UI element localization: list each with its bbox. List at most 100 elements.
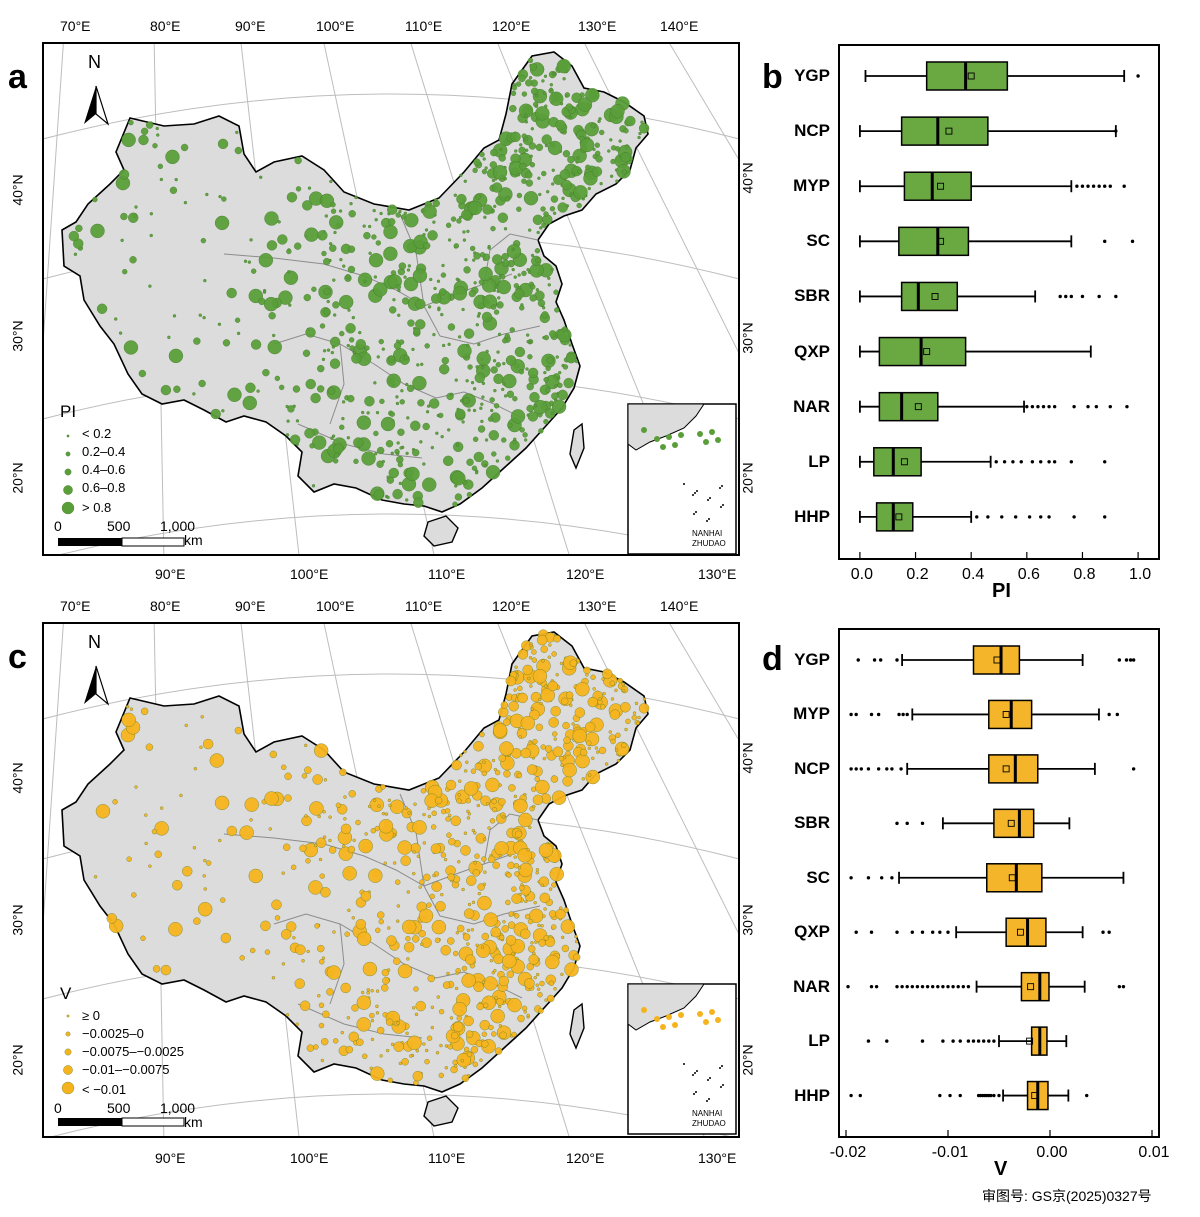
map-c-site-dot [548, 643, 552, 647]
boxplot-b-outlier-point [1002, 460, 1007, 464]
map-c-site-dot [126, 856, 132, 862]
map-a-site-dot [535, 94, 539, 98]
map-a-site-dot [323, 308, 331, 316]
map-c-site-dot [456, 1053, 471, 1068]
map-a-site-dot [556, 59, 571, 74]
map-c-site-dot [281, 764, 287, 770]
map-a-site-dot [389, 411, 395, 417]
map-a-site-dot [395, 212, 401, 218]
map-a-site-dot [339, 424, 345, 430]
boxplot-d-outlier-point [905, 712, 909, 717]
map-a-site-dot [535, 257, 541, 263]
map-c-site-dot [387, 798, 392, 803]
map-c-site-dot [537, 992, 543, 998]
map-a-inset-island [692, 494, 694, 496]
map-a-site-dot [488, 430, 499, 441]
map-a-lon-top-110: 110°E [405, 18, 443, 34]
map-c-site-dot [418, 908, 434, 923]
boxplot-d-iqr-box [972, 645, 1021, 675]
map-a-site-dot [591, 166, 603, 177]
map-c-site-dot [450, 815, 461, 826]
map-a-site-dot [472, 387, 477, 391]
boxplot-b-box-sbr [859, 281, 1118, 312]
map-a-site-dot [599, 129, 605, 136]
map-c-site-dot [239, 955, 245, 961]
map-a-site-dot [247, 260, 252, 264]
map-c-site-dot [573, 953, 581, 961]
map-c-scale-bar-black [58, 1118, 122, 1126]
map-a-site-dot [431, 293, 442, 304]
map-a-lon-bottom-120: 120°E [566, 566, 605, 582]
map-a-site-dot [295, 419, 300, 423]
boxplot-d-iqr-box [993, 808, 1035, 839]
map-a-site-dot [550, 195, 559, 203]
map-c-site-dot [498, 853, 503, 858]
map-a-site-dot [412, 448, 420, 457]
boxplot-d-outlier-point [958, 1093, 962, 1098]
map-a-meridian-line [669, 44, 738, 160]
map-c-site-dot [430, 1025, 434, 1030]
map-a-site-dot [417, 399, 425, 407]
map-a-site-dot [372, 208, 376, 213]
map-a-site-dot [525, 171, 533, 179]
map-a-legend-symbols [61, 434, 75, 515]
boxplot-d-outlier-point [941, 1039, 945, 1043]
map-c-site-dot [481, 980, 486, 984]
map-c-site-dot [317, 994, 321, 998]
map-c-site-dot [375, 1004, 379, 1008]
map-a-site-dot [311, 286, 317, 292]
map-a-site-dot [531, 87, 539, 95]
map-c-site-dot [598, 697, 602, 701]
map-a-site-dot [496, 279, 512, 295]
map-a-site-dot [348, 210, 356, 218]
map-c-province-boundary [363, 855, 441, 917]
map-a-site-dot [447, 238, 452, 242]
map-a-site-dot [573, 185, 588, 200]
boxplot-d-x-tick-label: -0.01 [931, 1144, 969, 1161]
map-c-site-dot [411, 1006, 416, 1010]
map-c-lon-bottom-130: 130°E [698, 1150, 737, 1166]
map-c-site-dot [505, 675, 516, 687]
map-c-site-dot [517, 848, 532, 863]
map-a-site-dot [374, 218, 378, 222]
map-a-site-dot [466, 343, 470, 347]
boxplot-b-box-nar [859, 391, 1129, 422]
map-a-site-dot [148, 284, 152, 288]
map-c-meridian-line [669, 624, 738, 740]
map-a-site-dot [543, 419, 549, 425]
map-c-site-dot [453, 1021, 464, 1033]
map-c-site-dot [435, 796, 443, 805]
map-a-site-dot [453, 441, 464, 453]
map-a-inset-site-dot [703, 439, 709, 445]
map-a-site-dot [381, 347, 385, 351]
boxplot-d-x-tick-label: 0.01 [1138, 1144, 1170, 1161]
map-c-site-dot [553, 987, 557, 991]
map-a-site-dot [491, 182, 503, 193]
map-a-site-dot [262, 368, 270, 377]
map-a-site-dot [120, 212, 128, 221]
map-c-site-dot [587, 746, 591, 750]
map-c-site-dot [397, 963, 413, 979]
map-a-site-dot [321, 357, 326, 362]
map-c-lon-top-100: 100°E [316, 598, 355, 614]
boxplot-d-iqr-box [986, 863, 1043, 893]
map-a-site-dot [160, 384, 172, 396]
map-a-site-dot [198, 379, 206, 388]
map-a-site-dot [467, 200, 483, 216]
map-c-site-dot [449, 1016, 454, 1020]
map-c-legend-symbol [61, 1081, 75, 1095]
boxplot-d-category-label: QXP [794, 922, 830, 942]
map-c-site-dot [383, 861, 387, 865]
map-a-site-dot [455, 408, 466, 420]
map-a-site-dot [375, 410, 380, 415]
boxplot-d-outlier-point [899, 767, 903, 771]
map-c-site-dot [347, 908, 351, 913]
map-a-site-dot [380, 416, 396, 432]
map-c-site-dot [466, 816, 471, 820]
map-c-site-dot [348, 790, 356, 798]
map-c-site-dot [461, 965, 468, 972]
map-a-site-dot [525, 367, 529, 371]
map-c-site-dot [309, 801, 324, 816]
map-a-site-dot [329, 336, 341, 348]
boxplot-b-box-lp [859, 447, 1107, 477]
